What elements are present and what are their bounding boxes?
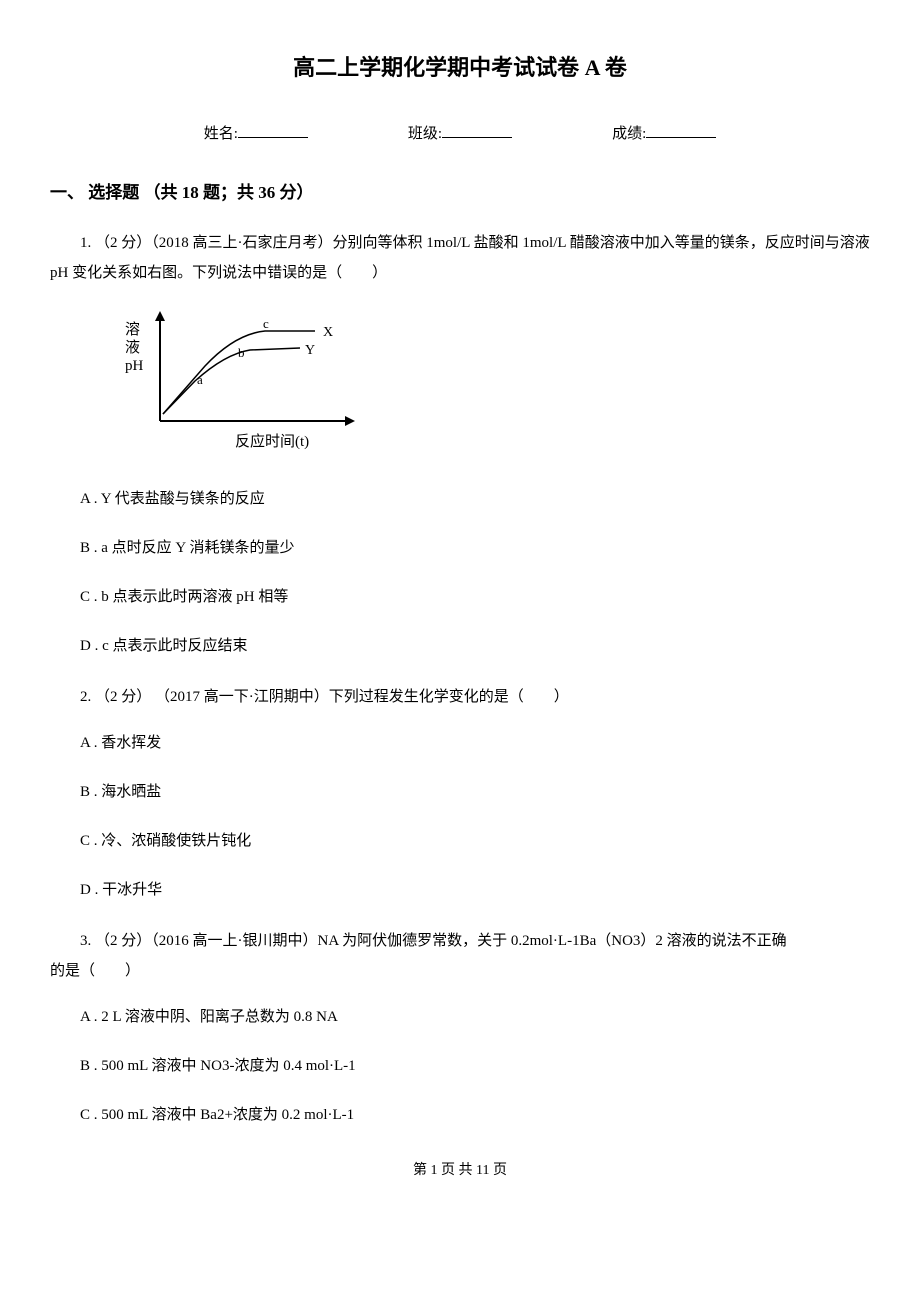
name-field: 姓名: [204, 122, 308, 143]
curve-x [163, 331, 315, 414]
q1-optD: D . c 点表示此时反应结束 [50, 633, 870, 660]
y-label-2: 液 [125, 339, 140, 356]
ph-time-graph: 溶 液 pH 反应时间(t) X Y a b c [105, 306, 375, 456]
exam-page: 高二上学期化学期中考试试卷 A 卷 姓名: 班级: 成绩: 一、 选择题 （共 … [0, 0, 920, 1209]
q1-stem: 1. （2 分）（2018 高三上·石家庄月考）分别向等体积 1mol/L 盐酸… [50, 228, 870, 288]
class-blank[interactable] [442, 122, 512, 138]
q2-optA: A . 香水挥发 [50, 730, 870, 757]
label-b: b [238, 345, 245, 360]
q3-stem-a: 3. （2 分）（2016 高一上·银川期中）NA 为阿伏伽德罗常数，关于 0.… [50, 926, 870, 956]
y-label-1: 溶 [125, 321, 140, 338]
name-blank[interactable] [238, 122, 308, 138]
q1-graph: 溶 液 pH 反应时间(t) X Y a b c [105, 306, 870, 461]
score-label: 成绩: [612, 122, 646, 143]
q1-optA: A . Y 代表盐酸与镁条的反应 [50, 486, 870, 513]
student-info-line: 姓名: 班级: 成绩: [50, 122, 870, 143]
label-x: X [323, 325, 333, 340]
q1-optC: C . b 点表示此时两溶液 pH 相等 [50, 584, 870, 611]
y-axis-arrow [155, 311, 165, 321]
q2-stem: 2. （2 分） （2017 高一下·江阴期中）下列过程发生化学变化的是（ ） [50, 682, 870, 712]
exam-title: 高二上学期化学期中考试试卷 A 卷 [50, 50, 870, 82]
q2-optD: D . 干冰升华 [50, 877, 870, 904]
q1-optB: B . a 点时反应 Y 消耗镁条的量少 [50, 535, 870, 562]
name-label: 姓名: [204, 122, 238, 143]
q3-optC: C . 500 mL 溶液中 Ba2+浓度为 0.2 mol·L‑1 [50, 1102, 870, 1129]
y-label-3: pH [125, 358, 144, 374]
label-y: Y [305, 343, 315, 358]
q2-optB: B . 海水晒盐 [50, 779, 870, 806]
section-header: 一、 选择题 （共 18 题；共 36 分） [50, 178, 870, 203]
score-blank[interactable] [646, 122, 716, 138]
score-field: 成绩: [612, 122, 716, 143]
class-label: 班级: [408, 122, 442, 143]
q3-optB: B . 500 mL 溶液中 NO3‑浓度为 0.4 mol·L‑1 [50, 1053, 870, 1080]
page-footer: 第 1 页 共 11 页 [50, 1159, 870, 1179]
q3-optA: A . 2 L 溶液中阴、阳离子总数为 0.8 NA [50, 1004, 870, 1031]
class-field: 班级: [408, 122, 512, 143]
q2-optC: C . 冷、浓硝酸使铁片钝化 [50, 828, 870, 855]
label-a: a [197, 372, 203, 387]
curve-y [163, 348, 300, 414]
label-c: c [263, 316, 269, 331]
q3-stem-b: 的是（ ） [50, 956, 870, 986]
x-label: 反应时间(t) [235, 432, 309, 450]
x-axis-arrow [345, 416, 355, 426]
